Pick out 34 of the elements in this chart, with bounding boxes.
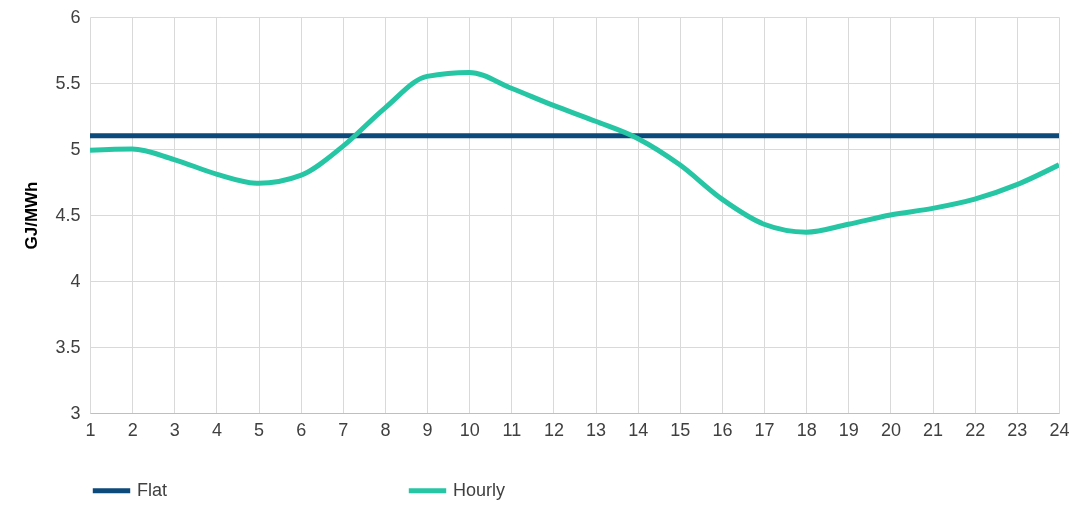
- x-tick-label: 2: [127, 419, 138, 440]
- legend-label: Hourly: [453, 479, 506, 500]
- x-tick-label: 6: [296, 419, 307, 440]
- x-tick-label: 14: [628, 419, 649, 440]
- y-tick-label: 3.5: [55, 336, 81, 357]
- y-tick-label: 4: [70, 270, 81, 291]
- x-tick-label: 15: [670, 419, 691, 440]
- x-tick-label: 9: [422, 419, 433, 440]
- x-tick-label: 3: [169, 419, 180, 440]
- x-tick-label: 23: [1007, 419, 1028, 440]
- x-tick-label: 7: [338, 419, 349, 440]
- x-tick-label: 16: [712, 419, 733, 440]
- x-tick-label: 1: [85, 419, 96, 440]
- x-tick-label: 18: [796, 419, 817, 440]
- y-axis-title: GJ/MWh: [22, 181, 42, 250]
- x-tick-label: 12: [543, 419, 564, 440]
- x-tick-label: 11: [502, 419, 522, 440]
- x-tick-label: 13: [586, 419, 607, 440]
- y-tick-label: 4.5: [55, 204, 81, 225]
- y-tick-label: 3: [70, 402, 81, 423]
- x-tick-label: 8: [380, 419, 391, 440]
- x-tick-label: 17: [754, 419, 775, 440]
- x-tick-label: 10: [459, 419, 480, 440]
- y-tick-label: 6: [70, 6, 81, 27]
- x-tick-label: 20: [880, 419, 901, 440]
- x-tick-label: 19: [838, 419, 859, 440]
- y-tick-label: 5: [70, 138, 81, 159]
- x-tick-label: 5: [254, 419, 265, 440]
- y-tick-label: 5.5: [55, 72, 81, 93]
- x-tick-label: 21: [923, 419, 944, 440]
- x-tick-label: 4: [211, 419, 222, 440]
- x-tick-label: 22: [965, 419, 986, 440]
- legend-label: Flat: [137, 479, 168, 500]
- x-tick-label: 24: [1049, 419, 1070, 440]
